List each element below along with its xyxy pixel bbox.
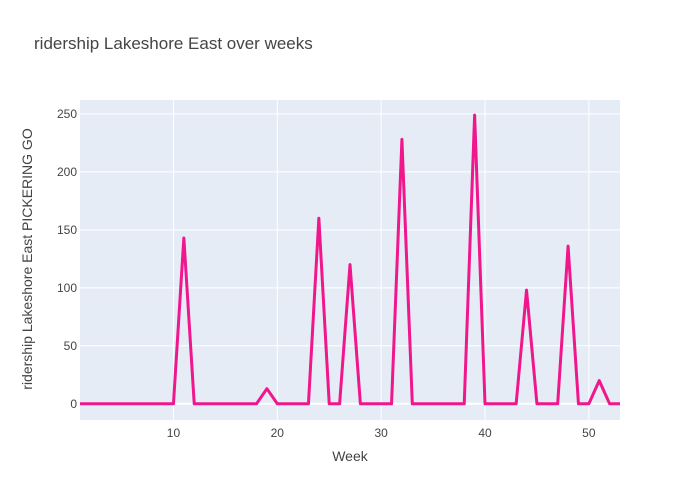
x-tick-label: 40 [478, 426, 492, 440]
y-tick-label: 250 [57, 107, 77, 121]
x-tick-labels: 10 20 30 40 50 [167, 426, 596, 440]
chart-title: ridership Lakeshore East over weeks [34, 34, 313, 53]
x-tick-label: 50 [582, 426, 596, 440]
x-axis-title: Week [332, 448, 369, 464]
x-tick-label: 30 [374, 426, 388, 440]
y-tick-label: 200 [57, 165, 77, 179]
series-line [80, 113, 620, 406]
y-tick-labels: 0 50 100 150 200 250 [57, 107, 77, 411]
series-group [80, 113, 620, 406]
y-tick-label: 100 [57, 281, 77, 295]
y-tick-label: 50 [64, 339, 78, 353]
plot-area [80, 100, 620, 420]
x-tick-label: 10 [167, 426, 181, 440]
y-tick-label: 150 [57, 223, 77, 237]
y-tick-label: 0 [70, 397, 77, 411]
x-tick-label: 20 [271, 426, 285, 440]
y-axis-title: ridership Lakeshore East PICKERING GO [19, 128, 35, 390]
